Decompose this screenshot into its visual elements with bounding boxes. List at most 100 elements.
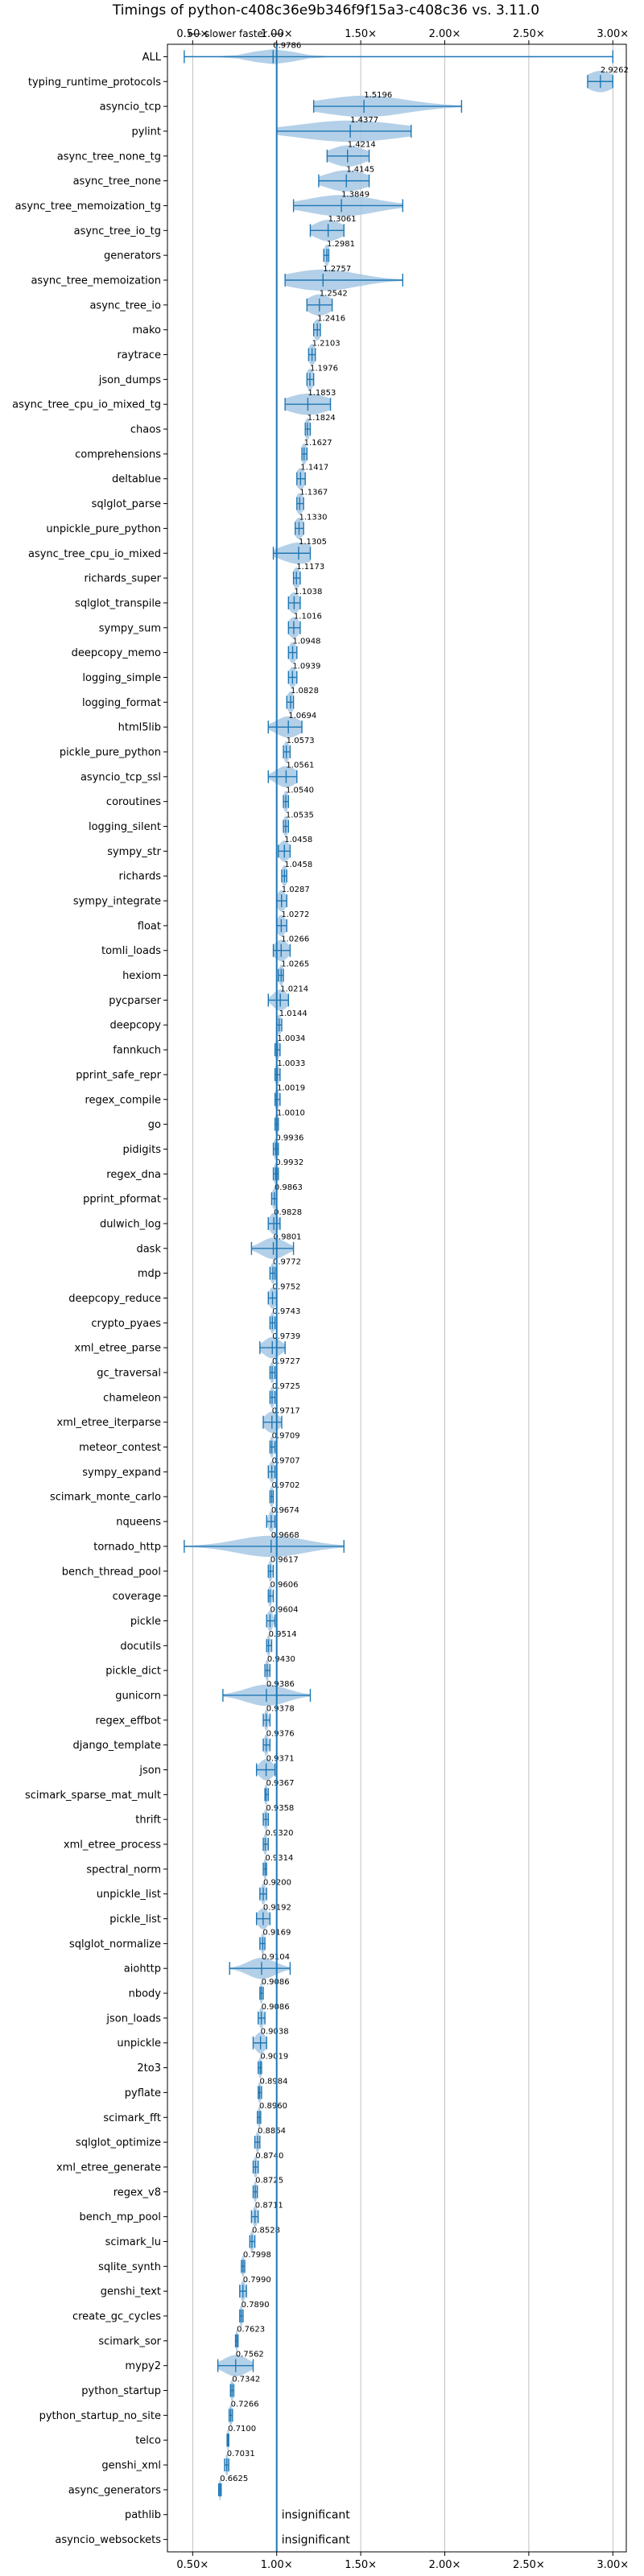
benchmark-label: 2to3 — [137, 2062, 161, 2074]
benchmark-label: json_loads — [105, 2013, 161, 2025]
benchmark-label: bench_mp_pool — [79, 2211, 161, 2223]
value-label: 1.0561 — [286, 762, 314, 770]
value-label: 1.0033 — [277, 1059, 305, 1068]
benchmark-label: mako — [132, 324, 161, 336]
benchmark-label: nbody — [129, 1988, 162, 2000]
benchmark-label: pickle_dict — [105, 1666, 161, 1678]
benchmark-labels: ALL typing_runtime_protocols asyncio_tcppy… — [12, 52, 167, 2546]
bottom-tick-label: 3.00× — [597, 2559, 629, 2571]
value-label: 1.4377 — [350, 116, 378, 125]
value-label: 1.0939 — [292, 662, 320, 671]
benchmark-label: async_generators — [68, 2484, 162, 2496]
chart-title: Timings of python-c408c36e9b346f9f15a3-c… — [112, 2, 539, 19]
value-label: 0.9727 — [272, 1357, 300, 1366]
benchmark-label: go — [148, 1119, 161, 1131]
benchmark-label: pickle — [130, 1616, 161, 1628]
value-label: 0.9668 — [271, 1531, 299, 1540]
value-label: 0.7623 — [237, 2326, 265, 2334]
top-tick-label: 1.50× — [345, 28, 377, 40]
value-label: 1.5196 — [364, 91, 392, 100]
benchmark-label: pprint_safe_repr — [76, 1069, 161, 1081]
value-label: 0.9606 — [270, 1580, 298, 1589]
value-label: 0.9378 — [266, 1705, 295, 1714]
benchmark-label: richards_super — [84, 573, 161, 585]
benchmark-label: sympy_integrate — [73, 896, 161, 908]
benchmark-label: async_tree_cpu_io_mixed — [28, 548, 161, 560]
value-label: 0.7342 — [232, 2375, 260, 2384]
value-label: 1.1853 — [308, 389, 336, 398]
value-label: 1.0828 — [291, 687, 319, 696]
insignificant-label: insignificant — [282, 2534, 351, 2547]
benchmark-label: richards — [119, 871, 162, 883]
benchmark-label: ALL — [142, 52, 162, 64]
benchmark-label: unpickle_list — [97, 1889, 161, 1901]
value-label: 1.1367 — [299, 488, 328, 497]
value-label: 0.8864 — [258, 2127, 286, 2136]
value-label: 0.8960 — [259, 2102, 287, 2111]
value-label: 0.9019 — [260, 2052, 288, 2061]
value-label: 1.4214 — [348, 141, 376, 150]
top-tick-label: 2.00× — [429, 28, 461, 40]
value-label: 0.9617 — [270, 1556, 299, 1565]
benchmark-label: pprint_pformat — [83, 1194, 161, 1206]
top-tick-label: 0.50× — [176, 28, 208, 40]
benchmark-label: xml_etree_parse — [75, 1343, 161, 1355]
benchmark-label: json_dumps — [98, 374, 161, 386]
value-label: 0.9674 — [271, 1506, 299, 1515]
value-label: 0.9752 — [273, 1282, 301, 1291]
benchmark-label: pyflate — [125, 2087, 161, 2099]
benchmark-label: genshi_xml — [101, 2460, 161, 2472]
value-label: 1.3849 — [341, 190, 369, 199]
value-label: 1.1173 — [296, 563, 324, 572]
value-label: 1.0948 — [293, 638, 321, 646]
value-label: 1.0266 — [281, 935, 309, 944]
benchmark-label: pickle_list — [109, 1913, 161, 1926]
benchmark-label: scimark_monte_carlo — [50, 1492, 161, 1504]
benchmark-label: coverage — [113, 1591, 161, 1603]
value-label: 0.9358 — [266, 1804, 294, 1813]
value-label: 1.0287 — [282, 886, 310, 894]
value-label: 0.9702 — [271, 1481, 299, 1490]
benchmark-label: sympy_str — [107, 846, 161, 858]
value-label: 0.9772 — [273, 1258, 301, 1267]
benchmark-label: async_tree_none — [73, 175, 161, 188]
benchmark-label: create_gc_cycles — [72, 2311, 161, 2323]
benchmark-label: async_tree_io_tg — [74, 225, 161, 237]
benchmark-label: xml_etree_generate — [56, 2161, 161, 2174]
benchmark-label: regex_dna — [106, 1169, 161, 1181]
value-label: 0.9314 — [265, 1854, 293, 1863]
value-label: 1.0535 — [286, 811, 314, 819]
value-label: 0.9707 — [272, 1456, 300, 1465]
benchmark-label: docutils — [120, 1641, 161, 1653]
benchmark-label: fannkuch — [113, 1045, 161, 1057]
value-label: 0.9936 — [275, 1133, 303, 1142]
value-label: 0.9801 — [274, 1233, 302, 1242]
benchmark-label: async_tree_none_tg — [57, 151, 161, 163]
value-label: 0.8711 — [255, 2202, 283, 2211]
value-label: 0.7031 — [227, 2450, 255, 2458]
value-label: 1.3061 — [328, 215, 357, 224]
benchmark-label: deepcopy_reduce — [68, 1293, 161, 1305]
value-label: 1.0458 — [284, 861, 312, 869]
benchmark-label: scimark_lu — [105, 2236, 161, 2248]
benchmark-label: regex_effbot — [95, 1715, 161, 1727]
benchmark-label: chameleon — [103, 1392, 161, 1404]
value-label: 1.0458 — [284, 836, 312, 844]
top-tick-label: 1.00× — [261, 28, 293, 40]
benchmark-label: pathlib — [125, 2509, 161, 2521]
value-label: 0.7890 — [242, 2301, 270, 2310]
insignificant-label: insignificant — [282, 2509, 351, 2522]
value-label: 0.9932 — [275, 1158, 303, 1167]
benchmark-label: pickle_pure_python — [60, 746, 161, 758]
value-label: 2.9262 — [601, 66, 629, 75]
benchmark-label: thrift — [135, 1814, 161, 1827]
value-label: 0.9320 — [266, 1829, 294, 1838]
value-label: 0.9104 — [262, 1953, 290, 1962]
value-label: 1.1976 — [310, 364, 338, 373]
benchmark-label: logging_silent — [89, 821, 161, 833]
benchmark-label: logging_format — [82, 697, 161, 709]
benchmark-label: hexiom — [122, 970, 161, 982]
value-label: 1.1305 — [299, 538, 327, 547]
benchmark-label: pycparser — [109, 995, 161, 1007]
